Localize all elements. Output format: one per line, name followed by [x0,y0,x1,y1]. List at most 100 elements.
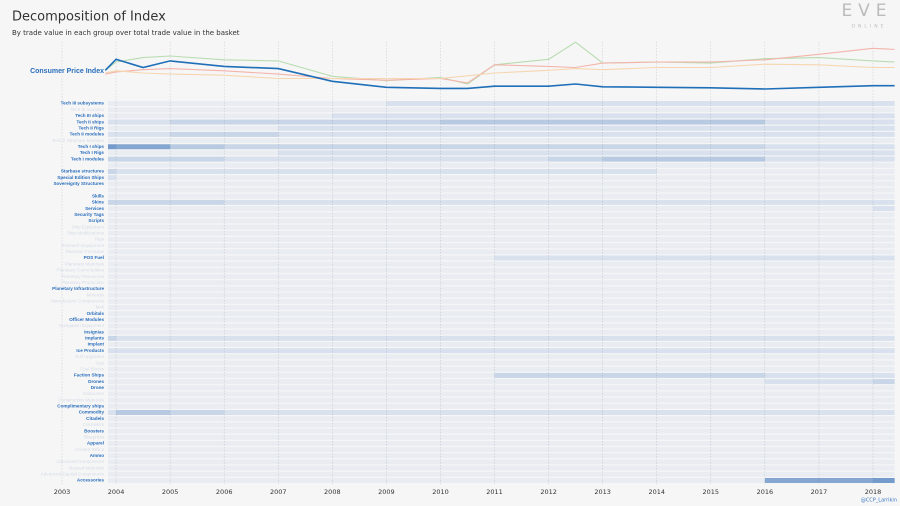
heat-cell [602,101,657,106]
row-label: Ancient Relics [75,447,105,452]
x-tick-label: 2008 [324,488,341,496]
heat-cell [602,410,657,415]
heat-cell [494,311,549,317]
heat-cell [602,168,657,174]
heat-cell [818,101,873,106]
row-label: Accessories [77,478,105,483]
heat-cell [107,304,117,310]
heat-cell [278,236,333,242]
heat-cell [873,372,895,378]
row-label: Apparel [87,441,104,446]
heat-cell [548,144,603,150]
heat-cell [386,477,441,483]
heat-cell [170,150,225,156]
heat-cell [602,144,657,150]
row-label: Skins [92,200,105,205]
heat-cell [116,107,171,113]
heat-cell [278,440,333,446]
heat-cell [494,175,549,181]
heat-cell [764,243,819,249]
heat-cell [332,230,387,236]
heat-cell [710,335,765,341]
heat-cell [764,342,819,348]
heat-cell [278,286,333,292]
heat-cell [224,459,279,465]
heat-cell [386,168,441,174]
heat-cell [332,453,387,459]
heat-cell [818,372,873,378]
heat-cell [116,366,171,372]
heat-cell [602,304,657,310]
heat-cell [548,206,603,212]
heat-cell [494,304,549,310]
heat-cell [440,292,495,298]
heat-cell [764,261,819,267]
heat-cell [548,187,603,193]
heat-cell [602,230,657,236]
heat-cell [764,144,819,150]
heat-cell [170,267,225,273]
heat-cell [818,477,873,483]
heat-cell [873,243,895,249]
heat-cell [494,348,549,354]
heat-cell [224,329,279,335]
credit: @CCP_Larrikin [861,498,897,504]
heat-cell [440,206,495,212]
heat-cell [386,199,441,205]
heat-cell [440,385,495,391]
heat-cell [656,416,711,422]
heat-cell [278,360,333,366]
heat-cell [107,440,117,446]
heat-cell [873,410,895,415]
row-label: Faction Ships [74,373,105,378]
heat-cell [107,243,117,249]
heat-cell [386,366,441,372]
heat-cell [440,230,495,236]
heat-cell [764,119,819,125]
heat-cell [440,187,495,193]
heat-cell [440,416,495,422]
row-label: Complimentary ships [57,404,104,409]
heat-cell [386,181,441,187]
heat-cell [494,138,549,144]
heat-cell [440,125,495,131]
heat-cell [116,311,171,317]
heat-cell [440,477,495,483]
heat-cell [548,125,603,131]
row-label: Ship Modifications [67,230,105,235]
heat-cell [386,267,441,273]
heat-cell [440,447,495,453]
heat-cell [440,150,495,156]
heat-cell [278,471,333,477]
heat-cell [602,125,657,131]
heat-cell [873,125,895,131]
heat-cell [440,162,495,168]
heat-cell [332,317,387,323]
heat-cell [548,261,603,267]
heat-cell [656,156,711,162]
heat-cell [818,206,873,212]
heat-cell [440,144,495,150]
heat-cell [873,144,895,150]
row-label: Orbitals [87,311,105,316]
heat-cell [107,434,117,440]
x-tick-label: 2009 [378,488,395,496]
heat-cell [224,304,279,310]
heat-cell [278,379,333,385]
heat-cell [170,255,225,261]
heat-cell [710,410,765,415]
heat-cell [107,397,117,403]
heat-cell [548,199,603,205]
heat-cell [602,224,657,230]
heat-cell [494,335,549,341]
heat-cell [386,230,441,236]
heat-cell [116,447,171,453]
heat-cell [440,212,495,218]
heat-cell [332,274,387,280]
heat-cell [873,422,895,428]
heat-cell [224,292,279,298]
heat-cell [710,138,765,144]
heat-cell [764,471,819,477]
heat-cell [656,101,711,106]
heat-cell [656,323,711,329]
